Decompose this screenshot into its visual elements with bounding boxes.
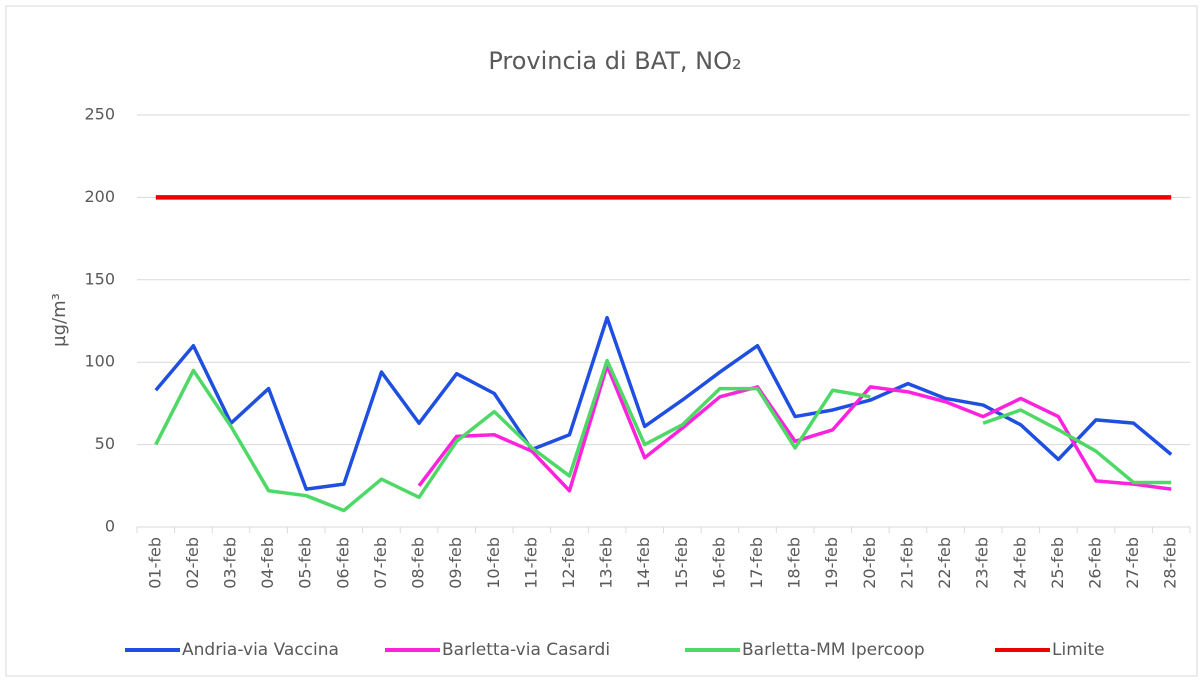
x-tick-label: 06-feb bbox=[333, 537, 352, 589]
x-tick-label: 12-feb bbox=[559, 537, 578, 589]
y-tick-label: 50 bbox=[95, 434, 115, 453]
series-line bbox=[154, 358, 1172, 513]
legend-label: Andria-via Vaccina bbox=[182, 640, 339, 660]
y-axis-label: µg/m³ bbox=[49, 293, 70, 347]
chart-title: Provincia di BAT, NO₂ bbox=[488, 47, 741, 75]
x-tick-label: 10-feb bbox=[484, 537, 503, 589]
x-tick-label: 27-feb bbox=[1123, 537, 1142, 589]
y-tick-label: 250 bbox=[84, 105, 115, 124]
x-tick-label: 08-feb bbox=[409, 537, 428, 589]
x-tick-label: 01-feb bbox=[145, 537, 164, 589]
x-tick-label: 16-feb bbox=[709, 537, 728, 589]
series-line bbox=[417, 363, 1172, 493]
x-tick-label: 18-feb bbox=[785, 537, 804, 589]
x-tick-label: 14-feb bbox=[634, 537, 653, 589]
x-tick-label: 26-feb bbox=[1085, 537, 1104, 589]
x-tick-label: 17-feb bbox=[747, 537, 766, 589]
y-tick-label: 100 bbox=[84, 352, 115, 371]
x-tick-label: 03-feb bbox=[221, 537, 240, 589]
legend-label: Barletta-via Casardi bbox=[442, 640, 610, 660]
x-tick-label: 13-feb bbox=[597, 537, 616, 589]
y-tick-label: 0 bbox=[105, 517, 115, 536]
x-tick-label: 23-feb bbox=[973, 537, 992, 589]
y-tick-label: 150 bbox=[84, 269, 115, 288]
x-tick-label: 04-feb bbox=[258, 537, 277, 589]
x-tick-label: 09-feb bbox=[446, 537, 465, 589]
legend-label: Barletta-MM Ipercoop bbox=[742, 640, 925, 660]
x-tick-label: 15-feb bbox=[672, 537, 691, 589]
x-tick-label: 05-feb bbox=[296, 537, 315, 589]
x-tick-label: 11-feb bbox=[521, 537, 540, 589]
x-tick-label: 07-feb bbox=[371, 537, 390, 589]
x-tick-label: 02-feb bbox=[183, 537, 202, 589]
x-tick-label: 21-feb bbox=[897, 537, 916, 589]
legend-label: Limite bbox=[1052, 640, 1105, 660]
x-tick-label: 24-feb bbox=[1010, 537, 1029, 589]
chart-border bbox=[5, 5, 1198, 677]
y-tick-label: 200 bbox=[84, 187, 115, 206]
x-tick-label: 28-feb bbox=[1161, 537, 1180, 589]
x-tick-label: 25-feb bbox=[1048, 537, 1067, 589]
x-tick-label: 20-feb bbox=[860, 537, 879, 589]
x-tick-label: 22-feb bbox=[935, 537, 954, 589]
x-tick-label: 19-feb bbox=[822, 537, 841, 589]
